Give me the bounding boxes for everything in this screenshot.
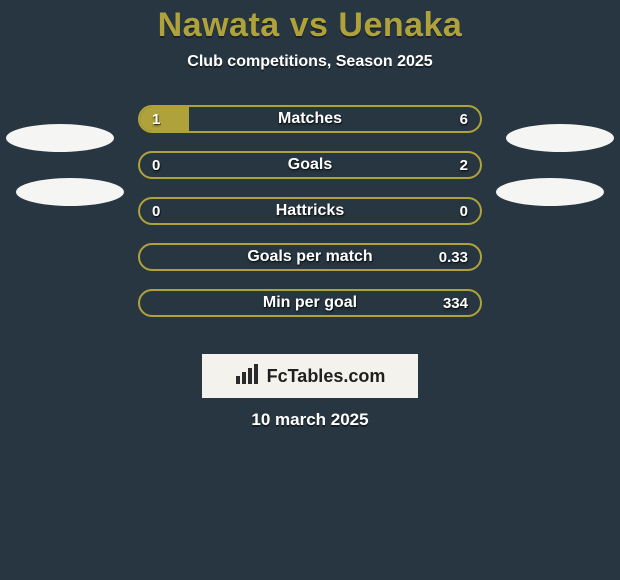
stat-bar: 0 2Goals [138,151,482,179]
player-badge-ellipse [16,178,124,206]
fctables-logo: FcTables.com [202,354,418,398]
stat-left-value: 0 [152,153,160,177]
bar-chart-icon [235,364,261,389]
stat-label: Goals per match [140,245,480,269]
page-title: Nawata vs Uenaka [0,0,620,45]
logo-text: FcTables.com [267,366,386,387]
stat-left-value: 0 [152,199,160,223]
stat-bar: 0.33Goals per match [138,243,482,271]
stat-label: Min per goal [140,291,480,315]
stat-bar: 16Matches [138,105,482,133]
date-label: 10 march 2025 [0,410,620,430]
player-badge-ellipse [6,124,114,152]
stat-label: Hattricks [140,199,480,223]
stat-bar: 334Min per goal [138,289,482,317]
stat-bar-fill [140,107,189,131]
stat-right-value: 0 [460,199,468,223]
comparison-infographic: Nawata vs Uenaka Club competitions, Seas… [0,0,620,580]
stat-right-value: 6 [460,107,468,131]
player-badge-ellipse [496,178,604,206]
stat-label: Goals [140,153,480,177]
stat-bar: 0 0Hattricks [138,197,482,225]
player-badge-ellipse [506,124,614,152]
subtitle: Club competitions, Season 2025 [0,53,620,71]
stat-right-value: 2 [460,153,468,177]
stat-right-value: 0.33 [439,245,468,269]
stat-right-value: 334 [443,291,468,315]
stat-label: Matches [140,107,480,131]
